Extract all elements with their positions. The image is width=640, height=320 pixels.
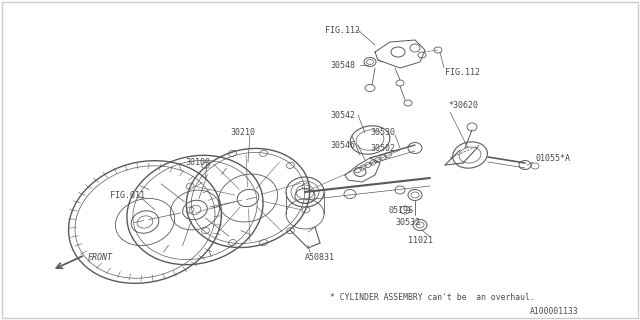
Text: 30210: 30210 [230, 127, 255, 137]
Text: * CYLINDER ASSEMBRY can't be  an overhaul.: * CYLINDER ASSEMBRY can't be an overhaul… [330, 293, 535, 302]
Text: A100001133: A100001133 [530, 308, 579, 316]
Text: 01055*A: 01055*A [535, 154, 570, 163]
Text: 11021: 11021 [408, 236, 433, 244]
Text: 30542: 30542 [330, 110, 355, 119]
Text: FRONT: FRONT [88, 253, 113, 262]
Text: 30100: 30100 [185, 157, 210, 166]
Text: FIG.011: FIG.011 [110, 190, 145, 199]
Text: 30548: 30548 [330, 60, 355, 69]
Text: *30620: *30620 [448, 100, 478, 109]
Text: FIG.112: FIG.112 [445, 68, 480, 76]
Text: A50831: A50831 [305, 253, 335, 262]
Text: 0519S: 0519S [388, 205, 413, 214]
Text: 30502: 30502 [370, 143, 395, 153]
Text: 30532: 30532 [395, 218, 420, 227]
Text: 30530: 30530 [370, 127, 395, 137]
Text: FIG.112: FIG.112 [325, 26, 360, 35]
Text: 30546: 30546 [330, 140, 355, 149]
